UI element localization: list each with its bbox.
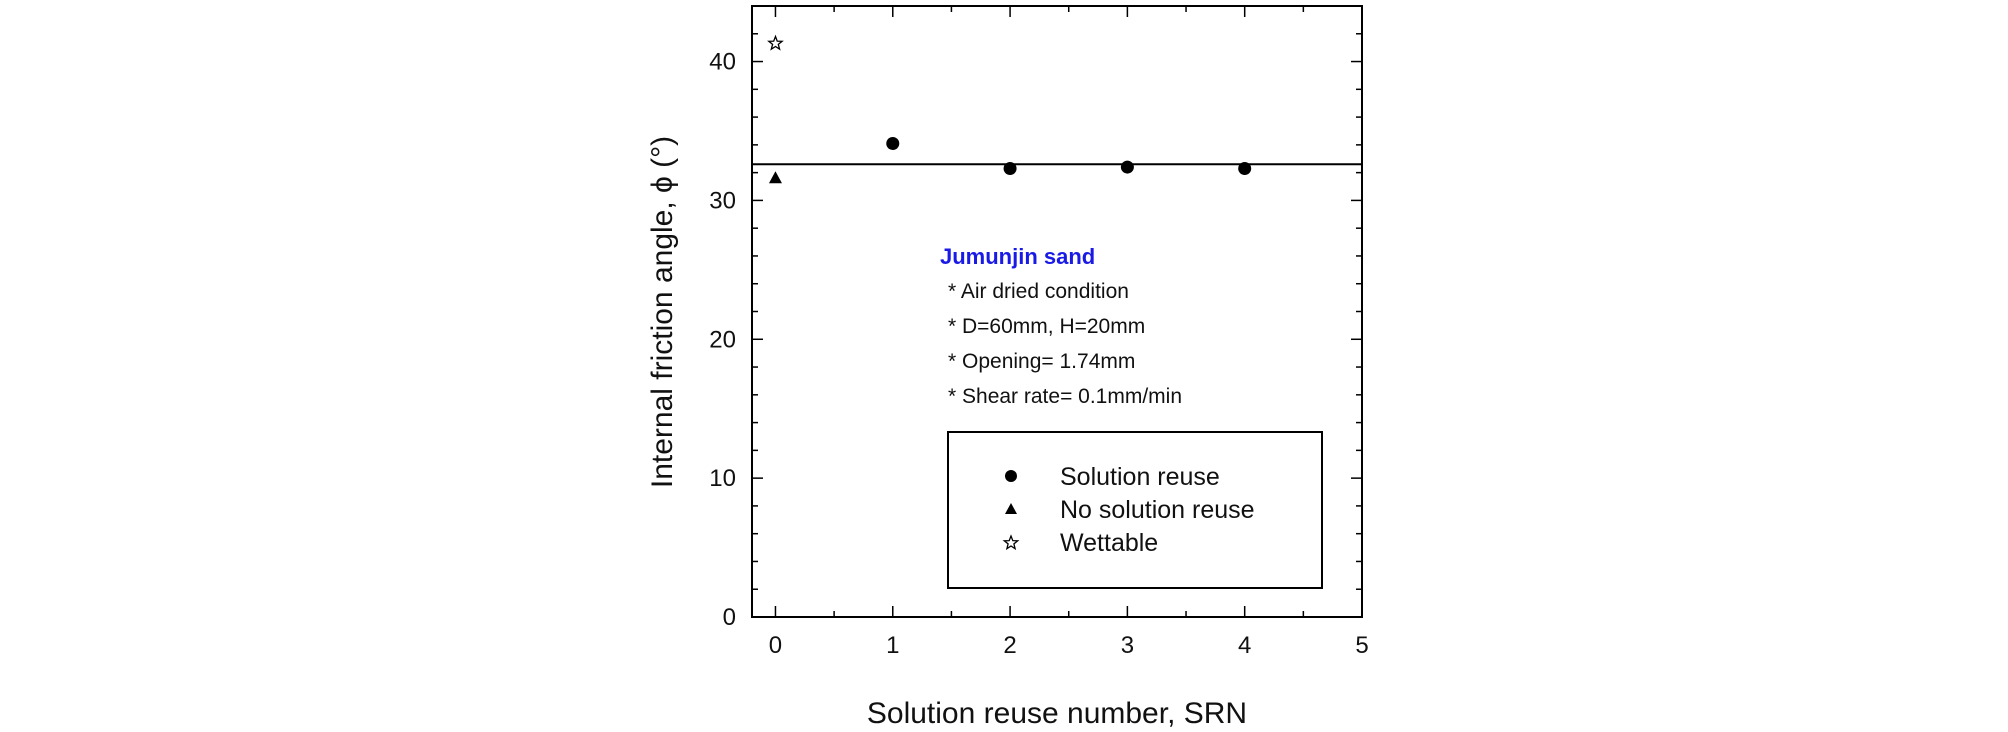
x-tick-label: 0 xyxy=(769,632,782,659)
legend-label: Solution reuse xyxy=(1060,463,1220,491)
legend-marker-triangle xyxy=(1005,503,1017,514)
data-point-circle xyxy=(886,136,900,150)
x-tick-label: 1 xyxy=(886,632,899,659)
legend-label: Wettable xyxy=(1060,529,1158,557)
x-tick-labels: 0 1 2 3 4 5 xyxy=(769,632,1369,659)
legend: Solution reuse No solution reuse Wettabl… xyxy=(947,431,1323,589)
legend-label: No solution reuse xyxy=(1060,496,1255,524)
y-axis-label: Internal friction angle, ϕ (°) xyxy=(646,136,679,488)
annotation-title: Jumunjin sand xyxy=(940,244,1095,269)
data-point-star xyxy=(767,34,784,51)
annotation-line: * Air dried condition xyxy=(948,280,1129,303)
annotation-line: * Opening= 1.74mm xyxy=(948,350,1135,373)
legend-marker-circle xyxy=(1005,470,1017,482)
data-point-circle xyxy=(1120,160,1134,174)
y-tick-label: 40 xyxy=(709,49,736,76)
x-tick-label: 3 xyxy=(1121,632,1134,659)
data-point-triangle xyxy=(768,171,782,184)
y-tick-labels: 0 10 20 30 40 xyxy=(709,49,736,631)
x-tick-label: 2 xyxy=(1003,632,1016,659)
data-point-circle xyxy=(1238,161,1252,175)
x-axis-label: Solution reuse number, SRN xyxy=(867,697,1247,730)
annotation-line: * D=60mm, H=20mm xyxy=(948,315,1145,338)
x-tick-label: 5 xyxy=(1355,632,1368,659)
legend-marker-star xyxy=(1002,534,1020,551)
annotation-line: * Shear rate= 0.1mm/min xyxy=(948,385,1182,408)
data-point-circle xyxy=(1003,161,1017,175)
y-tick-label: 10 xyxy=(709,465,736,492)
y-tick-label: 30 xyxy=(709,187,736,214)
y-tick-label: 20 xyxy=(709,326,736,353)
y-tick-label: 0 xyxy=(723,604,736,631)
data-points xyxy=(767,34,1252,184)
x-tick-label: 4 xyxy=(1238,632,1251,659)
axis-ticks xyxy=(752,5,1363,618)
